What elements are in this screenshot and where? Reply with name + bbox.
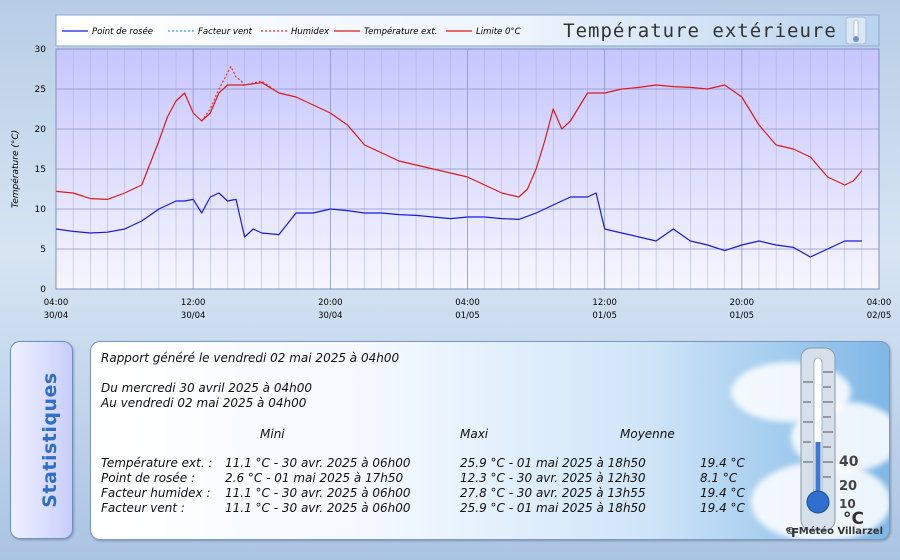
stats-cell-avg: 19.4 °C (700, 456, 745, 470)
x-tick-date: 01/05 (455, 311, 480, 321)
thermometer-illustration: 40 20 10 0 °F °C (785, 347, 864, 539)
stats-cell-mini: 2.6 °C - 01 mai 2025 à 17h50 (225, 471, 404, 485)
stats-cell-maxi: 12.3 °C - 30 avr. 2025 à 12h30 (460, 471, 646, 485)
x-tick-time: 20:00 (318, 298, 343, 308)
legend-label: Facteur vent (198, 27, 253, 37)
thermometer-icon (845, 16, 867, 45)
series-line-1 (201, 65, 280, 122)
temperature-chart: Point de rosée Facteur vent Humidex Tempéra… (10, 14, 892, 321)
legend-label: Point de rosée (92, 26, 153, 37)
x-tick-date: 30/04 (181, 311, 206, 321)
header-mini: Mini (260, 427, 285, 441)
x-tick-time: 04:00 (44, 298, 69, 308)
x-tick-date: 02/05 (867, 311, 892, 321)
stats-cell-mini: 11.1 °C - 30 avr. 2025 à 06h00 (225, 501, 411, 515)
y-tick-label: 20 (35, 125, 47, 135)
x-tick-time: 12:00 (181, 298, 206, 308)
x-tick-date: 01/05 (730, 311, 755, 321)
stats-cell-maxi: 27.8 °C - 30 avr. 2025 à 13h55 (460, 486, 646, 500)
y-tick-label: 25 (35, 85, 46, 95)
chart-series (55, 65, 863, 258)
x-tick-time: 04:00 (867, 298, 892, 308)
thermo-label-10: 10 (839, 497, 856, 511)
y-tick-label: 0 (40, 285, 46, 295)
period-from: Du mercredi 30 avril 2025 à 04h00 (101, 381, 312, 395)
y-tick-label: 5 (40, 245, 46, 255)
copyright: © Météo Villarzel (785, 526, 883, 537)
header-moyenne: Moyenne (620, 427, 675, 441)
x-tick-date: 30/04 (44, 311, 69, 321)
stats-cell-label: Point de rosée : (101, 471, 196, 485)
thermo-label-40: 40 (839, 454, 859, 470)
y-axis: 0 5 10 15 20 25 30 (35, 45, 47, 295)
x-axis: 04:00 30/04 12:00 30/04 20:00 30/04 04:00 01/05… (44, 298, 892, 321)
y-tick-label: 30 (35, 45, 47, 55)
stats-cell-label: Facteur vent : (101, 501, 185, 515)
thermo-unit-c: °C (843, 509, 864, 529)
stats-cell-avg: 19.4 °C (700, 486, 745, 500)
stats-cell-mini: 11.1 °C - 30 avr. 2025 à 06h00 (225, 456, 411, 470)
header-maxi: Maxi (460, 427, 489, 441)
stats-cell-maxi: 25.9 °C - 01 mai 2025 à 18h50 (460, 501, 646, 515)
legend-label: Température ext. (364, 26, 437, 37)
x-tick-time: 20:00 (730, 298, 755, 308)
y-axis-label: Température (°C) (10, 130, 21, 208)
x-tick-date: 30/04 (318, 311, 343, 321)
legend-label: Humidex (291, 27, 330, 37)
chart-legend: Point de rosée Facteur vent Humidex Tempéra… (62, 26, 521, 37)
stats-cell-maxi: 25.9 °C - 01 mai 2025 à 18h50 (460, 456, 646, 470)
stats-cell-label: Température ext. : (101, 456, 213, 470)
stats-panel: 40 20 10 0 °F °C Rapport généré le vendr… (90, 341, 890, 540)
period-to: Au vendredi 02 mai 2025 à 04h00 (101, 396, 307, 410)
stats-cell-label: Facteur humidex : (101, 486, 211, 500)
side-panel: Statistiques (10, 341, 73, 539)
series-line-0 (55, 81, 863, 200)
thermo-label-20: 20 (839, 479, 857, 494)
x-tick-time: 04:00 (455, 298, 480, 308)
x-tick-time: 12:00 (592, 298, 617, 308)
chart-title: Température extérieure (563, 20, 837, 42)
x-tick-date: 01/05 (592, 311, 617, 321)
legend-label: Limite 0°C (476, 27, 521, 37)
stats-cell-mini: 11.1 °C - 30 avr. 2025 à 06h00 (225, 486, 411, 500)
series-line-2 (55, 192, 862, 258)
thermo-unit-f: °F (785, 526, 799, 539)
stats-cell-avg: 19.4 °C (700, 501, 745, 515)
stats-cell-avg: 8.1 °C (700, 471, 738, 485)
y-tick-label: 10 (35, 205, 47, 215)
side-title: Statistiques (38, 372, 61, 508)
report-generated: Rapport généré le vendredi 02 mai 2025 à… (101, 351, 400, 365)
y-tick-label: 15 (35, 165, 46, 175)
